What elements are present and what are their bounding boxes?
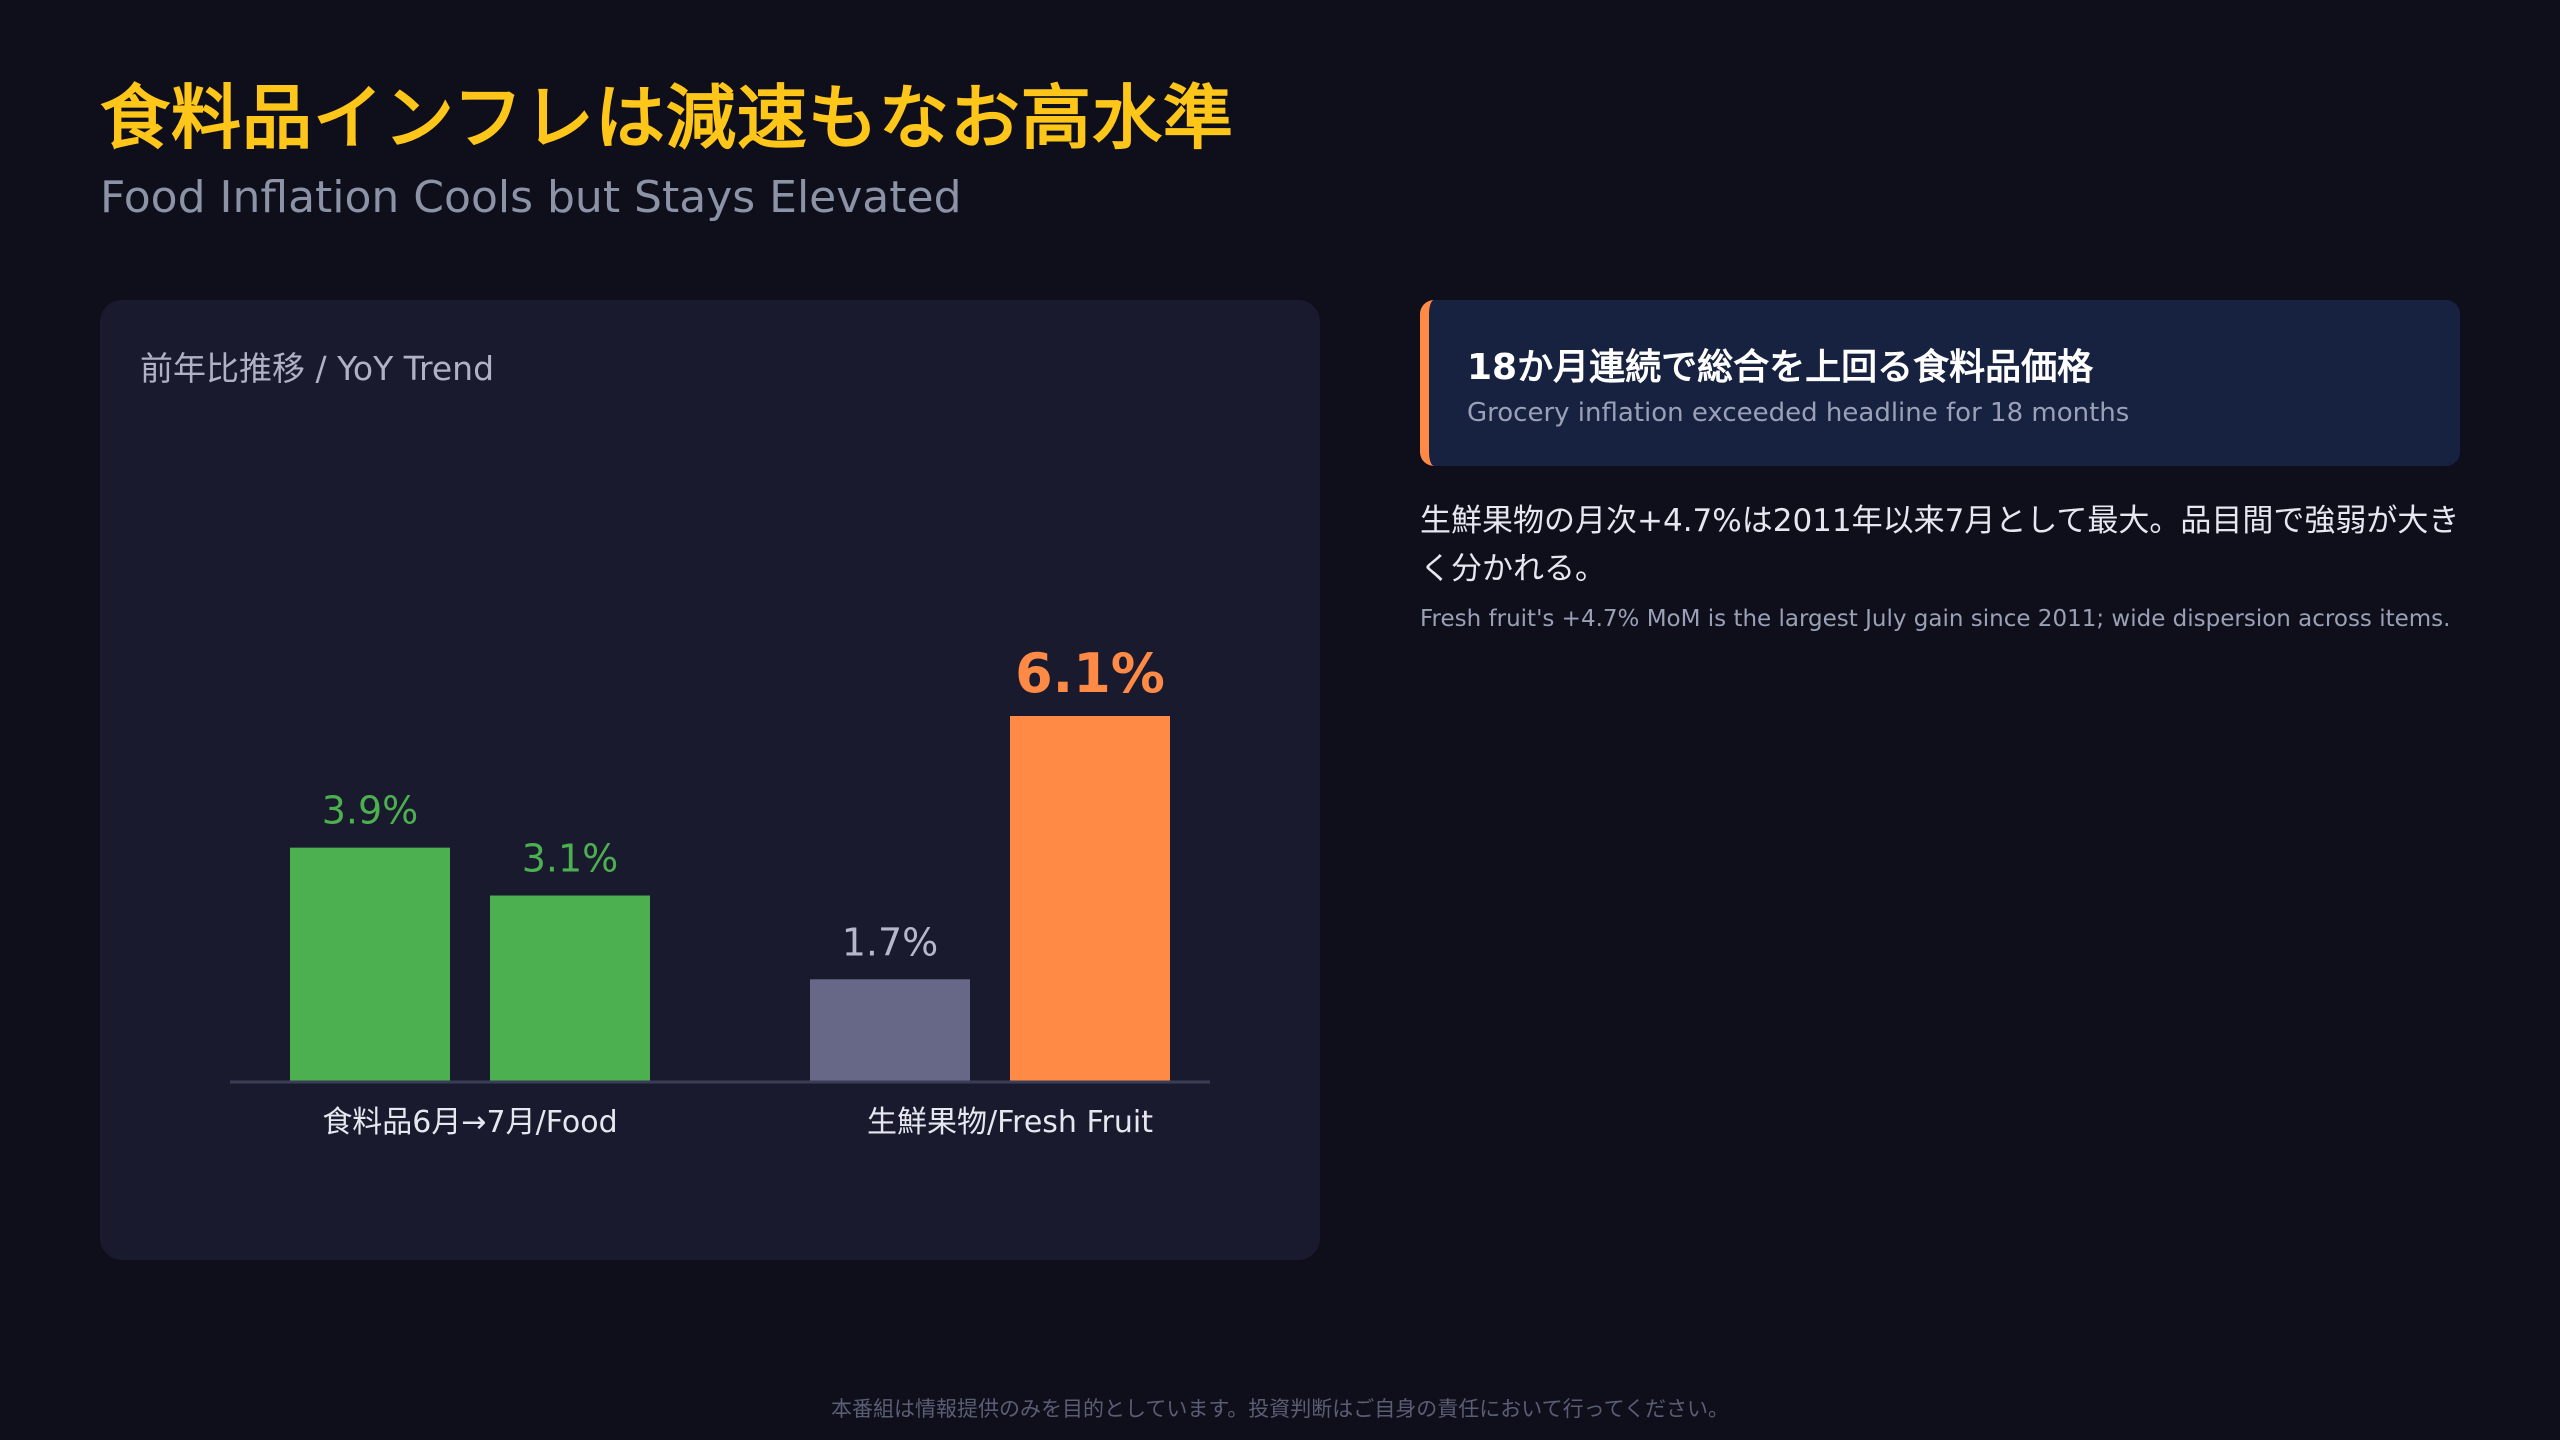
page-subtitle: Food Inflation Cools but Stays Elevated: [100, 172, 962, 223]
bar: [290, 847, 450, 1081]
x-tick-label: 生鮮果物/Fresh Fruit: [867, 1105, 1153, 1140]
bar-value-label: 3.1%: [522, 837, 619, 881]
x-tick-label: 食料品6月→7月/Food: [322, 1105, 617, 1140]
bar: [810, 979, 970, 1081]
bar-value-label: 1.7%: [842, 920, 939, 964]
page-title: 食料品インフレは減速もなお高水準: [100, 77, 1234, 159]
bar: [1010, 716, 1170, 1081]
bar-chart: 3.9% 3.1% 1.7% 6.1% 食料品6月→7月/Food 生鮮果物/Fresh …: [230, 642, 1210, 1140]
footer-disclaimer: 本番組は情報提供のみを目的としています。投資判断はご自身の責任において行ってくだ…: [831, 1397, 1729, 1421]
callout-title: 18か月連続で総合を上回る食料品価格: [1467, 347, 2094, 388]
callout-box: 18か月連続で総合を上回る食料品価格 Grocery inflation exc…: [1420, 300, 2460, 466]
bar: [490, 895, 650, 1081]
note-japanese: 生鮮果物の月次+4.7%は2011年以来7月として最大。品目間で強弱が大きく分か…: [1420, 503, 2460, 587]
note-english: Fresh fruit's +4.7% MoM is the largest J…: [1420, 606, 2451, 632]
chart-panel-label: 前年比推移 / YoY Trend: [140, 349, 495, 388]
bar-value-label: 6.1%: [1015, 642, 1165, 705]
chart-panel: 前年比推移 / YoY Trend 3.9% 3.1% 1.7% 6.1% 食料品6月→…: [100, 300, 1320, 1260]
bar-value-label: 3.9%: [322, 789, 419, 833]
callout-subtitle: Grocery inflation exceeded headline for …: [1467, 398, 2130, 428]
